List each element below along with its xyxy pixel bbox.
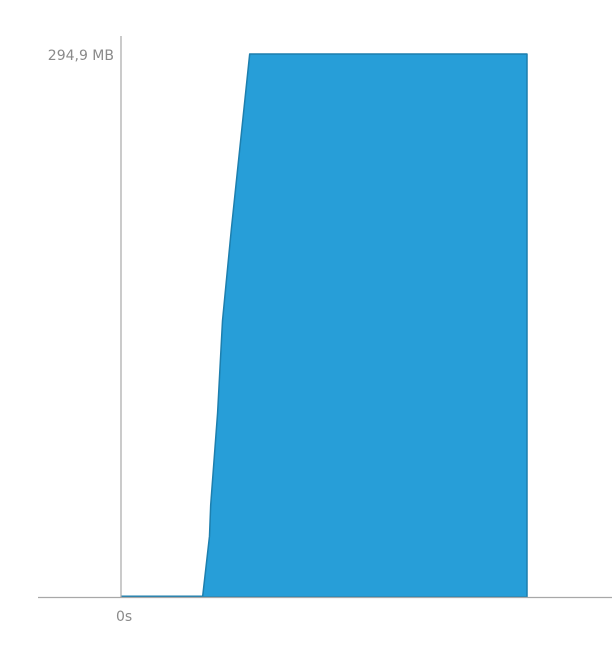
plot-area [120,53,528,598]
memory-area [120,53,528,598]
x-tick-label: 0s [116,609,132,625]
y-tick-label: 294,9 MB [48,48,114,64]
